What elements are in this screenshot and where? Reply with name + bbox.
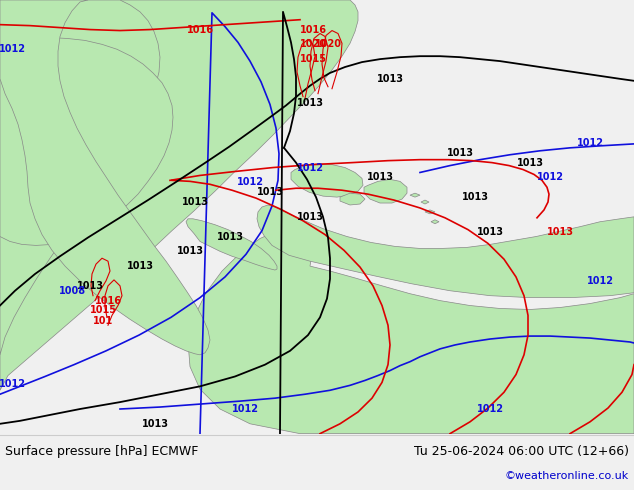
Polygon shape — [0, 0, 160, 355]
Text: 1016: 1016 — [186, 24, 214, 35]
Text: 1012: 1012 — [236, 177, 264, 187]
Text: 1013: 1013 — [462, 192, 489, 202]
Text: 1008: 1008 — [58, 286, 86, 296]
Polygon shape — [410, 193, 420, 197]
Text: 1013: 1013 — [477, 226, 503, 237]
Text: 1013: 1013 — [446, 148, 474, 158]
Polygon shape — [421, 200, 429, 204]
Polygon shape — [257, 205, 634, 297]
Text: 1012: 1012 — [0, 44, 25, 54]
Text: 1013: 1013 — [176, 246, 204, 256]
Polygon shape — [431, 220, 439, 224]
Text: 1013: 1013 — [216, 232, 243, 242]
Text: 1016: 1016 — [299, 24, 327, 35]
Text: 1013: 1013 — [517, 158, 543, 168]
Text: 1013: 1013 — [77, 281, 103, 291]
Polygon shape — [186, 219, 277, 270]
Text: 1013: 1013 — [377, 74, 403, 84]
Text: 1012: 1012 — [586, 276, 614, 286]
Polygon shape — [340, 193, 365, 205]
Text: 1015: 1015 — [299, 54, 327, 64]
Text: 1013: 1013 — [127, 261, 153, 271]
Text: 1020: 1020 — [299, 39, 327, 49]
Text: 1020: 1020 — [314, 39, 342, 49]
Text: 1013: 1013 — [297, 212, 323, 222]
Polygon shape — [0, 0, 358, 390]
Text: 1015: 1015 — [89, 305, 117, 316]
Text: 1012: 1012 — [576, 138, 604, 148]
Text: 1013: 1013 — [547, 226, 574, 237]
Text: 1013: 1013 — [366, 172, 394, 182]
Text: 1013: 1013 — [297, 98, 323, 108]
Text: 1013: 1013 — [141, 419, 169, 429]
Text: 1013: 1013 — [257, 187, 283, 197]
Text: ©weatheronline.co.uk: ©weatheronline.co.uk — [505, 471, 629, 481]
Text: 101: 101 — [93, 317, 113, 326]
Text: Surface pressure [hPa] ECMWF: Surface pressure [hPa] ECMWF — [5, 445, 198, 458]
Polygon shape — [0, 0, 210, 355]
Text: 1012: 1012 — [0, 379, 25, 390]
Text: 1013: 1013 — [181, 197, 209, 207]
Text: Tu 25-06-2024 06:00 UTC (12+66): Tu 25-06-2024 06:00 UTC (12+66) — [414, 445, 629, 458]
Text: 1012: 1012 — [231, 404, 259, 414]
Polygon shape — [188, 224, 634, 434]
Text: 1012: 1012 — [536, 172, 564, 182]
Polygon shape — [425, 210, 435, 214]
Polygon shape — [364, 179, 407, 203]
Polygon shape — [291, 164, 363, 197]
Text: 1012: 1012 — [297, 163, 323, 172]
Polygon shape — [0, 0, 173, 245]
Text: 1012: 1012 — [477, 404, 503, 414]
Text: 1016: 1016 — [94, 295, 122, 306]
